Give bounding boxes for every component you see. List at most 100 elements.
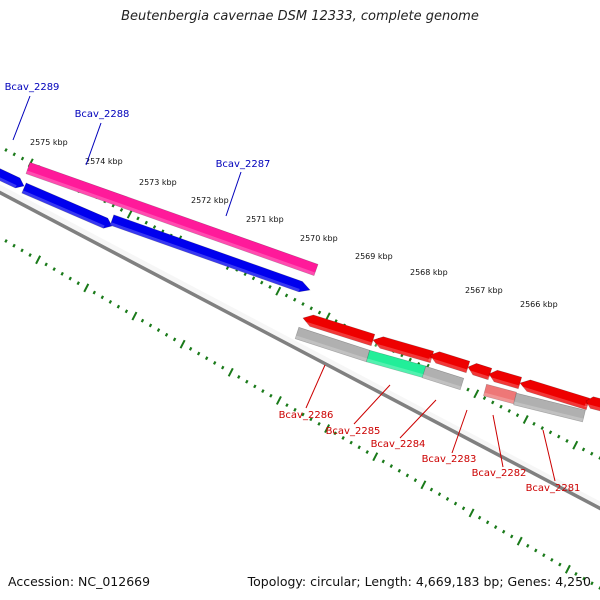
minor-tick bbox=[413, 478, 418, 483]
callout-Bcav_2284: Bcav_2284 bbox=[371, 399, 437, 450]
callout-Bcav_2285-leader bbox=[353, 384, 391, 425]
minor-tick bbox=[136, 216, 140, 221]
minor-tick bbox=[558, 562, 562, 567]
major-tick bbox=[473, 389, 480, 399]
major-tick bbox=[179, 339, 186, 349]
scale-label: 2573 kbp bbox=[139, 178, 177, 187]
major-tick bbox=[324, 424, 331, 434]
minor-tick bbox=[491, 400, 495, 405]
minor-tick bbox=[253, 384, 257, 389]
gene-Bcav_2289-shine bbox=[0, 177, 17, 188]
minor-tick bbox=[397, 468, 402, 473]
major-tick bbox=[468, 508, 475, 518]
minor-tick bbox=[429, 487, 434, 492]
callout-Bcav_2289: Bcav_2289 bbox=[5, 82, 60, 141]
minor-tick bbox=[309, 417, 313, 422]
feature-grey-1-shine bbox=[295, 335, 368, 362]
minor-tick bbox=[493, 525, 498, 529]
callout-Bcav_2285: Bcav_2285 bbox=[326, 384, 391, 437]
minor-tick bbox=[309, 306, 313, 311]
minor-tick bbox=[574, 572, 578, 576]
minor-tick bbox=[534, 548, 538, 553]
gene-Bcav_2283 bbox=[466, 363, 493, 381]
callout-Bcav_2282: Bcav_2282 bbox=[472, 414, 526, 479]
minor-tick bbox=[501, 529, 506, 534]
minor-tick bbox=[52, 267, 56, 272]
minor-tick bbox=[532, 421, 536, 426]
gene-Bcav_2288-shape bbox=[25, 161, 319, 277]
minor-tick bbox=[341, 436, 345, 440]
callout-Bcav_2289-label: Bcav_2289 bbox=[5, 82, 60, 93]
major-tick bbox=[131, 311, 138, 321]
minor-tick bbox=[100, 295, 105, 300]
minor-tick bbox=[260, 280, 264, 285]
minor-tick bbox=[204, 356, 209, 361]
minor-tick bbox=[590, 581, 594, 586]
minor-tick bbox=[365, 450, 369, 454]
minor-tick bbox=[453, 501, 458, 506]
scale-label: 2570 kbp bbox=[300, 234, 338, 243]
scale-label: 2574 kbp bbox=[85, 157, 123, 166]
genome-title: Beutenbergia cavernae DSM 12333, complet… bbox=[121, 9, 479, 24]
minor-tick bbox=[482, 396, 487, 401]
minor-tick bbox=[405, 473, 410, 478]
feature-grey-3-shape bbox=[513, 392, 586, 423]
gene-Bcav_2282-shine bbox=[487, 376, 520, 389]
gene-next bbox=[584, 396, 600, 412]
callout-Bcav_2284-label: Bcav_2284 bbox=[371, 439, 426, 450]
scale-labels: 2575 kbp 2574 kbp 2573 kbp 2572 kbp 2571 kbp… bbox=[30, 138, 558, 309]
minor-tick bbox=[515, 413, 520, 418]
minor-tick bbox=[76, 281, 80, 286]
callout-Bcav_2286-leader bbox=[305, 364, 326, 409]
callout-Bcav_2286: Bcav_2286 bbox=[279, 364, 333, 421]
major-tick bbox=[572, 440, 579, 450]
gene-callouts: Bcav_2289 Bcav_2288 Bcav_2287 Bcav_2286 Bcav… bbox=[5, 82, 581, 494]
minor-tick bbox=[172, 337, 177, 342]
minor-tick bbox=[581, 447, 586, 452]
minor-tick bbox=[92, 290, 97, 295]
minor-tick bbox=[268, 284, 272, 289]
major-tick bbox=[420, 480, 427, 490]
minor-tick bbox=[221, 365, 225, 370]
callout-Bcav_2283-label: Bcav_2283 bbox=[422, 454, 477, 465]
feature-grey-2 bbox=[421, 365, 465, 391]
gene-Bcav_2289-shape bbox=[0, 168, 25, 189]
backbone bbox=[0, 184, 600, 511]
minor-tick bbox=[245, 379, 249, 384]
minor-tick bbox=[237, 375, 241, 379]
minor-tick bbox=[156, 328, 161, 333]
callout-Bcav_2288-label: Bcav_2288 bbox=[75, 109, 130, 120]
minor-tick bbox=[269, 393, 273, 398]
minor-tick bbox=[317, 310, 322, 315]
minor-tick bbox=[148, 323, 153, 328]
minor-tick bbox=[196, 351, 201, 356]
gene-Bcav_2288-shine bbox=[25, 170, 316, 276]
minor-tick bbox=[188, 346, 193, 351]
minor-tick bbox=[499, 404, 503, 409]
major-tick bbox=[35, 255, 42, 265]
minor-tick bbox=[144, 220, 148, 225]
scale-label: 2568 kbp bbox=[410, 268, 448, 277]
minor-tick bbox=[60, 271, 64, 276]
callout-Bcav_2281: Bcav_2281 bbox=[526, 429, 580, 494]
minor-tick bbox=[12, 152, 16, 157]
minor-tick bbox=[507, 409, 511, 413]
feature-grey-3-shine bbox=[513, 401, 584, 422]
callout-Bcav_2283: Bcav_2283 bbox=[422, 409, 477, 465]
gene-Bcav_2283-shine bbox=[466, 369, 490, 380]
callout-Bcav_2287: Bcav_2287 bbox=[216, 159, 271, 217]
major-tick bbox=[516, 536, 523, 546]
callout-Bcav_2287-label: Bcav_2287 bbox=[216, 159, 271, 170]
minor-tick bbox=[582, 576, 586, 581]
minor-tick bbox=[285, 403, 289, 408]
minor-tick bbox=[542, 553, 546, 558]
scale-label: 2567 kbp bbox=[465, 286, 503, 295]
minor-tick bbox=[445, 496, 450, 501]
minor-tick bbox=[381, 459, 385, 464]
gene-Bcav_2285-shine bbox=[371, 342, 432, 363]
minor-tick bbox=[485, 520, 490, 525]
minor-tick bbox=[557, 434, 561, 439]
gene-Bcav_2284-shine bbox=[428, 357, 468, 373]
